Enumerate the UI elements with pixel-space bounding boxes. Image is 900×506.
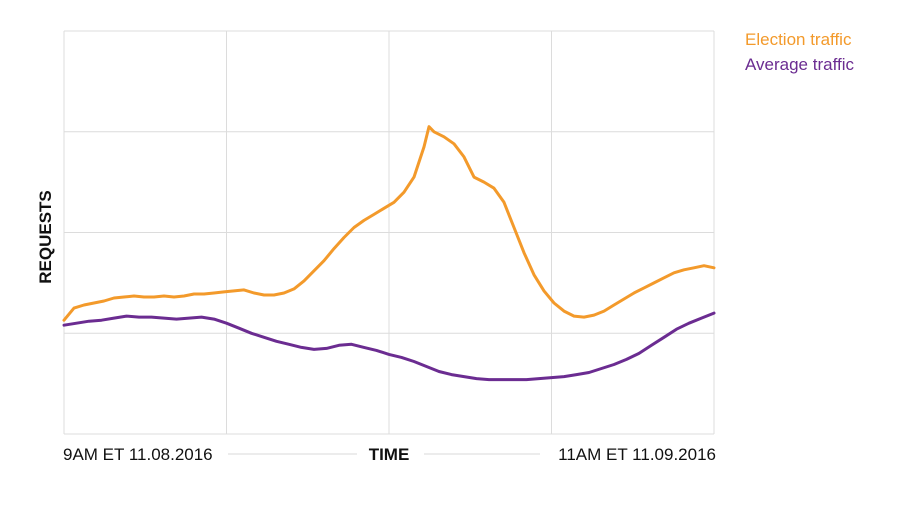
legend-entry-election-traffic: Election traffic [745,30,852,49]
series-line-election-traffic [62,125,716,322]
series-line-average-traffic [62,311,716,382]
x-tick-label-end: 11AM ET 11.09.2016 [558,445,716,464]
x-tick-label-start: 9AM ET 11.08.2016 [63,445,213,464]
legend: Election traffic Average traffic [745,30,854,74]
y-axis-title: REQUESTS [36,190,55,284]
grid-lines [63,30,715,435]
x-axis-title: TIME [369,445,410,464]
legend-entry-average-traffic: Average traffic [745,55,854,74]
series-lines [62,125,716,382]
